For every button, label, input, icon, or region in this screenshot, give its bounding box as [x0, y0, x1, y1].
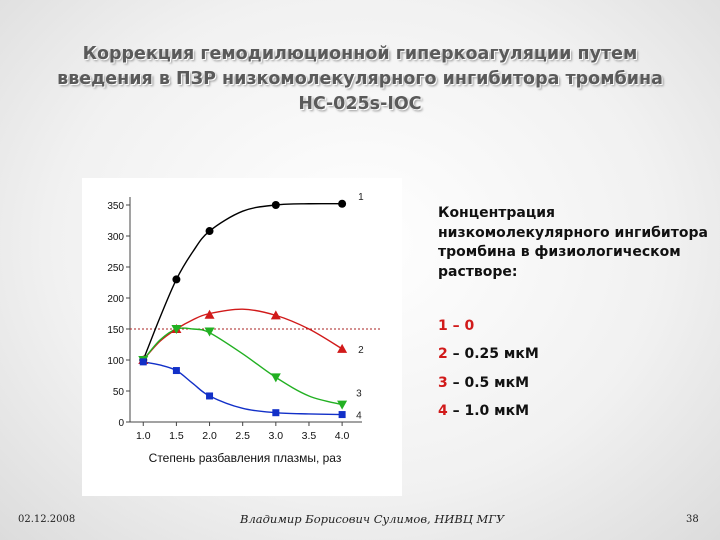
legend-item-text: – 1.0 мкМ — [447, 403, 530, 419]
legend-item-4: 4 – 1.0 мкМ — [438, 403, 529, 419]
legend-item-number: 1 — [438, 318, 448, 334]
chart-panel — [82, 178, 402, 496]
footer-date: 02.12.2008 — [18, 514, 76, 525]
slide-title-line-3: НС-025s-IОС — [298, 94, 422, 114]
legend-item-text: – 0.25 мкМ — [447, 346, 539, 362]
footer-page-number: 38 — [686, 514, 699, 525]
slide-title-line-2: введения в ПЗР низкомолекулярного ингиби… — [57, 69, 663, 89]
legend-item-2: 2 – 0.25 мкМ — [438, 346, 539, 362]
legend-item-text: – 0.5 мкМ — [447, 375, 530, 391]
legend-item-number: 2 — [438, 346, 448, 362]
legend-item-1: 1 – 0 — [438, 318, 474, 334]
legend-item-number: 3 — [438, 375, 448, 391]
legend-title: Концентрация низкомолекулярного ингибито… — [438, 205, 708, 280]
slide-title-line-1: Коррекция гемодилюционной гиперкоагуляци… — [82, 44, 638, 64]
legend-item-text: – 0 — [447, 318, 475, 334]
slide-title: Коррекция гемодилюционной гиперкоагуляци… — [20, 42, 700, 117]
legend-item-3: 3 – 0.5 мкМ — [438, 375, 529, 391]
legend-item-number: 4 — [438, 403, 448, 419]
footer-author: Владимир Борисович Сулимов, НИВЦ МГУ — [240, 512, 505, 526]
